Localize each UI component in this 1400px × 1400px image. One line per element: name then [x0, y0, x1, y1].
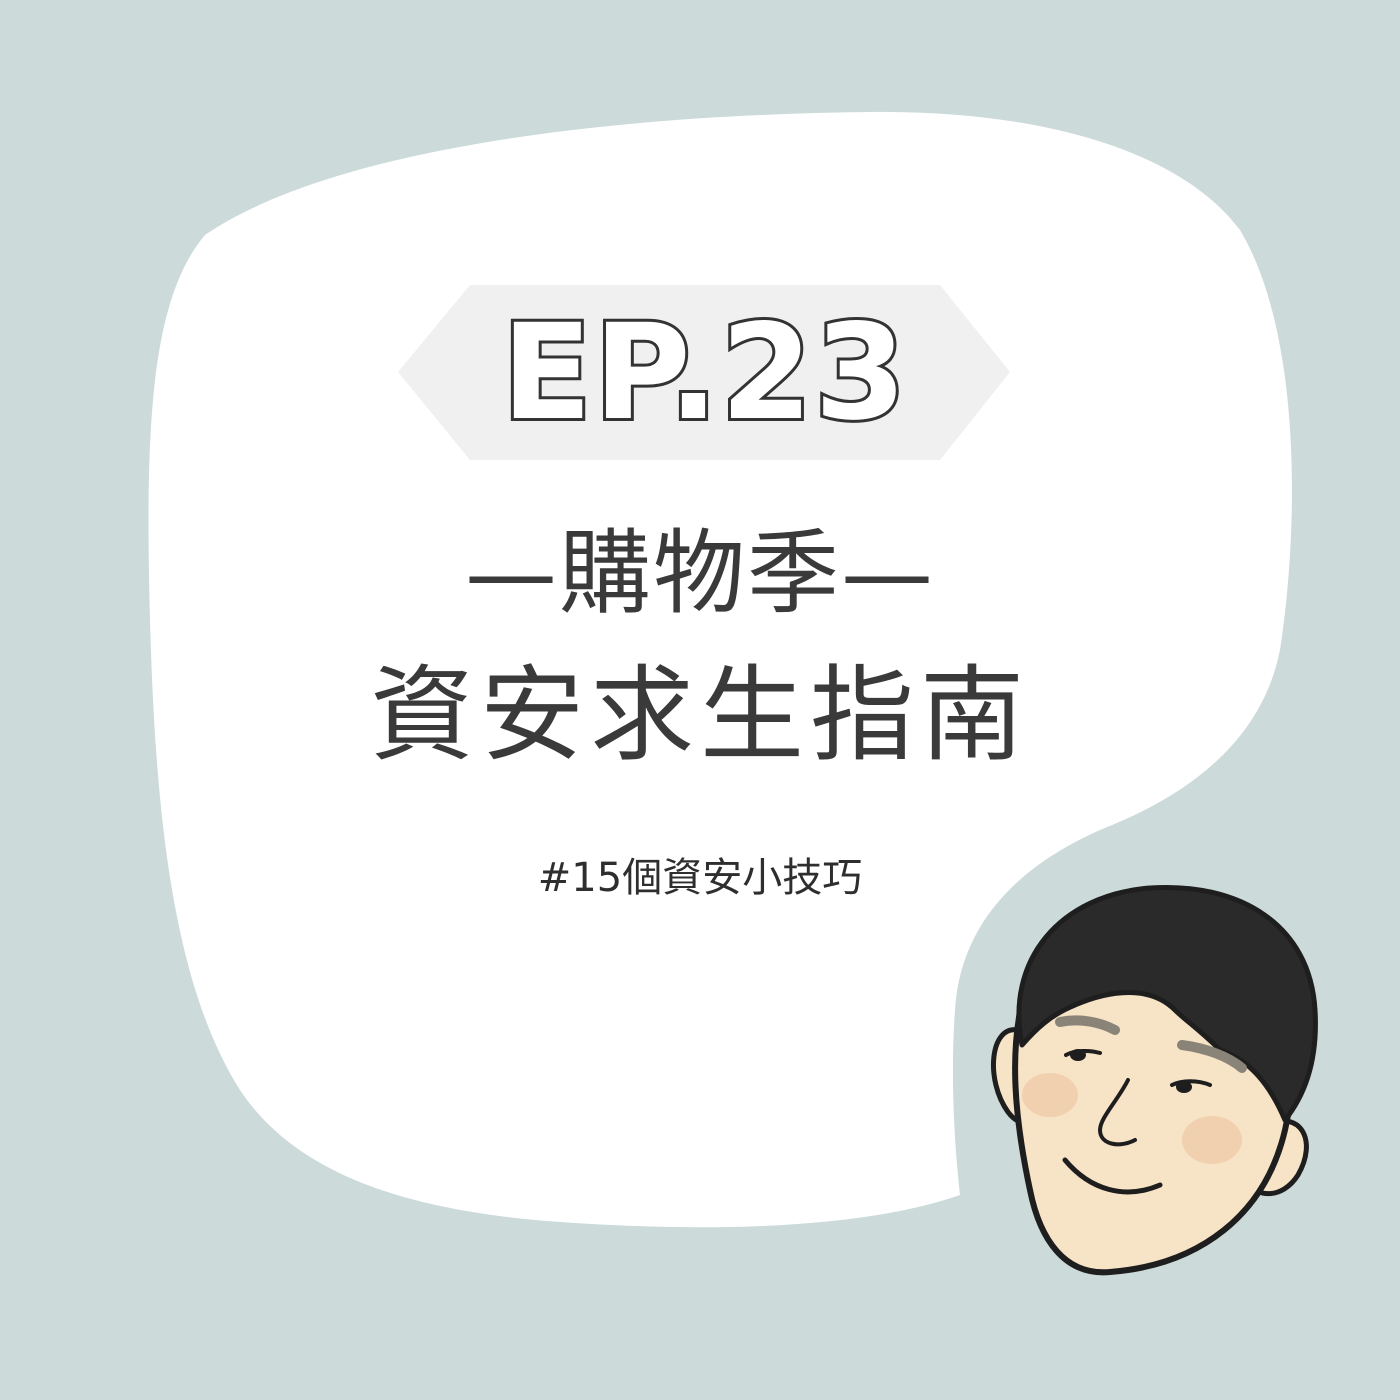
episode-banner: [398, 285, 1010, 460]
episode-number: EP.23: [499, 295, 910, 450]
title-line-2: 資安求生指南: [369, 654, 1030, 776]
title-line-1: —購物季—: [464, 520, 935, 627]
hashtag-text: #15個資安小技巧: [537, 855, 863, 901]
cartoon-man-face-icon: [990, 884, 1318, 1276]
